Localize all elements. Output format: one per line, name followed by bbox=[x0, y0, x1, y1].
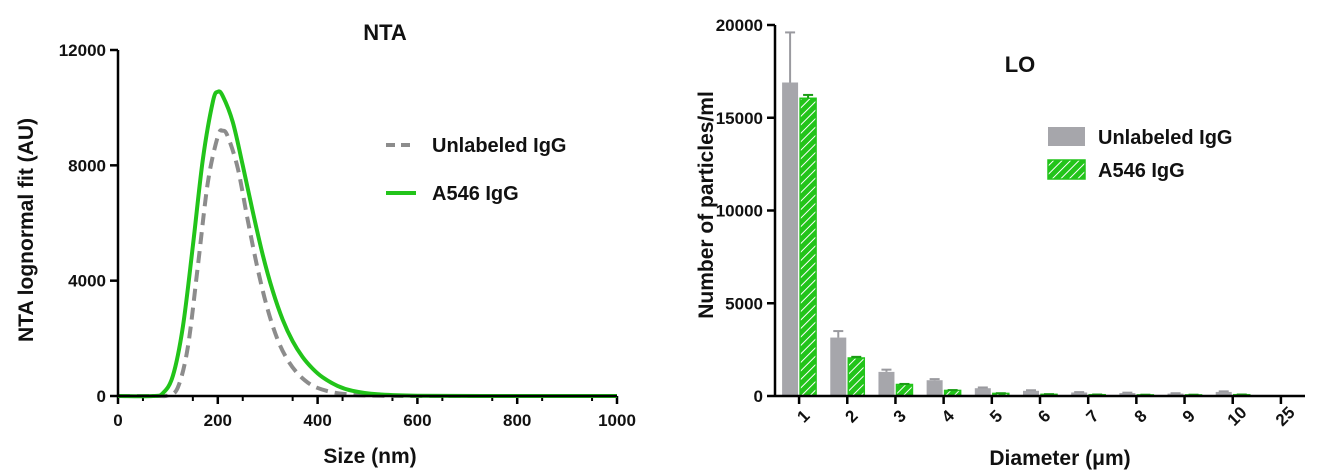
lo-x-tick-label: 3 bbox=[890, 406, 910, 426]
lo-x-ticks: 1 2 3 4 5 6 7 8 9 10 25 bbox=[793, 396, 1299, 430]
lo-bar-unlabeled-igg bbox=[878, 371, 895, 396]
lo-legend-swatch-a546 bbox=[1047, 159, 1086, 180]
lo-legend-label-a546: A546 IgG bbox=[1098, 160, 1185, 182]
lo-chart: LO Number of particles/ml Diameter (μm) … bbox=[695, 16, 1305, 470]
nta-x-tick-label: 400 bbox=[303, 411, 331, 430]
lo-x-tick-label: 25 bbox=[1272, 403, 1299, 430]
lo-bar-unlabeled-igg bbox=[974, 388, 991, 396]
nta-x-tick-label: 600 bbox=[403, 411, 431, 430]
nta-line-a546-igg bbox=[117, 89, 618, 399]
nta-x-tick-label: 1000 bbox=[598, 411, 636, 430]
nta-legend: Unlabeled IgG A546 IgG bbox=[386, 135, 566, 205]
nta-line-unlabeled-igg bbox=[117, 128, 617, 399]
lo-legend-label-unlabeled: Unlabeled IgG bbox=[1098, 127, 1232, 149]
lo-x-tick-label: 5 bbox=[986, 406, 1006, 426]
nta-y-ticks: 0 4000 8000 12000 bbox=[59, 41, 118, 406]
lo-x-tick-label: 2 bbox=[842, 406, 862, 426]
nta-y-tick-label: 12000 bbox=[59, 41, 106, 60]
lo-y-axis-title: Number of particles/ml bbox=[695, 91, 718, 319]
lo-x-tick-label: 1 bbox=[793, 406, 813, 426]
nta-legend-label-a546: A546 IgG bbox=[432, 183, 519, 205]
nta-legend-label-unlabeled: Unlabeled IgG bbox=[432, 135, 566, 157]
nta-y-tick-label: 0 bbox=[97, 387, 106, 406]
lo-x-tick-label: 6 bbox=[1034, 406, 1054, 426]
nta-chart: NTA NTA lognormal fit (AU) Size (nm) 0 40… bbox=[15, 20, 636, 468]
lo-bar-unlabeled-igg bbox=[782, 82, 799, 396]
lo-x-tick-label: 4 bbox=[938, 406, 959, 427]
nta-x-tick-label: 200 bbox=[204, 411, 232, 430]
nta-chart-title: NTA bbox=[363, 20, 407, 45]
lo-chart-title: LO bbox=[1005, 52, 1036, 77]
lo-bar-unlabeled-igg bbox=[1071, 392, 1088, 396]
lo-x-tick-label: 7 bbox=[1082, 406, 1102, 426]
lo-legend: Unlabeled IgG A546 IgG bbox=[1047, 127, 1232, 182]
nta-x-axis-title: Size (nm) bbox=[323, 445, 416, 468]
lo-x-axis-title: Diameter (μm) bbox=[989, 447, 1130, 470]
nta-x-ticks: 0 200 400 600 800 1000 bbox=[113, 396, 636, 430]
nta-y-tick-label: 4000 bbox=[68, 272, 106, 291]
lo-y-tick-label: 20000 bbox=[716, 16, 763, 35]
nta-y-tick-label: 8000 bbox=[68, 156, 106, 175]
lo-y-tick-label: 15000 bbox=[716, 109, 763, 128]
lo-bar-unlabeled-igg bbox=[926, 380, 943, 396]
lo-bar-unlabeled-igg bbox=[1023, 390, 1039, 396]
lo-bar-a546-igg bbox=[847, 357, 866, 397]
nta-series bbox=[117, 89, 618, 399]
lo-y-tick-label: 5000 bbox=[725, 294, 763, 313]
lo-x-tick-label: 8 bbox=[1131, 406, 1151, 426]
lo-y-tick-label: 10000 bbox=[716, 202, 763, 221]
lo-x-tick-label: 9 bbox=[1179, 406, 1199, 426]
nta-x-tick-label: 800 bbox=[503, 411, 531, 430]
lo-bar-unlabeled-igg bbox=[830, 337, 847, 396]
lo-bar-unlabeled-igg bbox=[1119, 393, 1136, 396]
nta-x-tick-label: 0 bbox=[113, 411, 122, 430]
lo-bar-unlabeled-igg bbox=[1215, 391, 1232, 396]
lo-bars bbox=[782, 31, 1251, 397]
lo-bar-a546-igg bbox=[895, 383, 914, 397]
lo-y-ticks: 0 5000 10000 15000 20000 bbox=[716, 16, 775, 406]
lo-legend-swatch-unlabeled bbox=[1048, 127, 1085, 146]
lo-x-tick-label: 10 bbox=[1224, 403, 1251, 430]
nta-y-axis-title: NTA lognormal fit (AU) bbox=[15, 118, 38, 342]
lo-bar-a546-igg bbox=[799, 97, 817, 397]
lo-y-tick-label: 0 bbox=[754, 387, 763, 406]
